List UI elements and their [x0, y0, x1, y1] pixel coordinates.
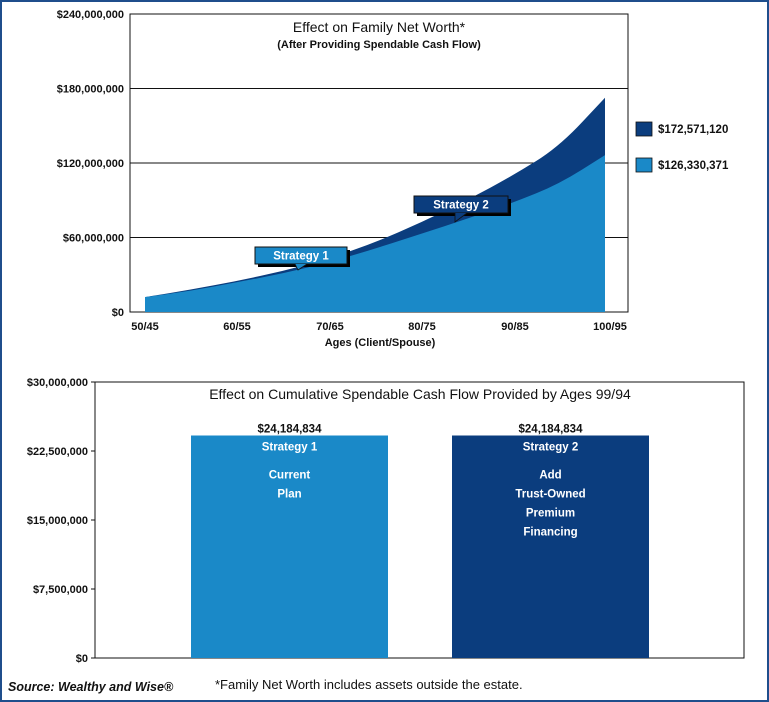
net-worth-x-tick: 90/85 [501, 321, 529, 333]
net-worth-y-tick: $0 [112, 307, 124, 319]
footnote: *Family Net Worth includes assets outsid… [215, 677, 523, 692]
net-worth-y-tick: $60,000,000 [63, 233, 124, 245]
net-worth-x-tick: 50/45 [131, 321, 159, 333]
net-worth-title: Effect on Family Net Worth* [293, 19, 466, 35]
cash-flow-title: Effect on Cumulative Spendable Cash Flow… [209, 386, 631, 402]
cash-flow-bar-text: Plan [277, 488, 301, 500]
cash-flow-bar-value: $24,184,834 [258, 423, 323, 435]
net-worth-y-tick: $240,000,000 [57, 9, 124, 21]
callout-label: Strategy 1 [273, 251, 329, 263]
cash-flow-bar-text: Premium [526, 507, 575, 519]
cash-flow-bar-2 [452, 435, 649, 658]
cash-flow-y-tick: $0 [76, 653, 88, 665]
legend-end-value: $172,571,120 [658, 124, 728, 136]
net-worth-area-strategy-1 [145, 155, 605, 312]
callout-pointer [454, 212, 468, 223]
cash-flow-bar-text: Strategy 1 [262, 441, 318, 453]
net-worth-chart: $0 $60,000,000 $120,000,000 $180,000,000 $24… [57, 9, 729, 349]
net-worth-x-tick: 60/55 [223, 321, 251, 333]
callout-pointer [294, 263, 308, 271]
cash-flow-bar-text: Current [269, 469, 311, 481]
cash-flow-y-tick: $15,000,000 [27, 515, 88, 527]
cash-flow-bar-text: Financing [523, 526, 577, 538]
legend-swatch [635, 121, 653, 137]
cash-flow-bar-value: $24,184,834 [519, 423, 584, 435]
cash-flow-y-tick: $30,000,000 [27, 377, 88, 389]
net-worth-subtitle: (After Providing Spendable Cash Flow) [277, 39, 481, 51]
legend-end-value: $126,330,371 [658, 160, 729, 172]
net-worth-y-tick: $120,000,000 [57, 158, 124, 170]
net-worth-x-axis-label: Ages (Client/Spouse) [325, 337, 436, 349]
cash-flow-bar-text: Add [539, 469, 561, 481]
cash-flow-chart: Effect on Cumulative Spendable Cash Flow… [27, 377, 745, 665]
cash-flow-bar-text: Strategy 2 [523, 441, 579, 453]
net-worth-x-tick: 80/75 [408, 321, 436, 333]
cash-flow-y-tick: $7,500,000 [33, 584, 88, 596]
net-worth-x-tick: 100/95 [593, 321, 627, 333]
net-worth-y-tick: $180,000,000 [57, 84, 124, 96]
cash-flow-bar-1 [191, 435, 388, 658]
cash-flow-bar-text: Trust-Owned [515, 488, 585, 500]
cash-flow-y-tick: $22,500,000 [27, 446, 88, 458]
legend-swatch [635, 157, 653, 173]
source-note: Source: Wealthy and Wise® [8, 680, 174, 694]
callout-label: Strategy 2 [433, 200, 489, 212]
net-worth-x-tick: 70/65 [316, 321, 344, 333]
